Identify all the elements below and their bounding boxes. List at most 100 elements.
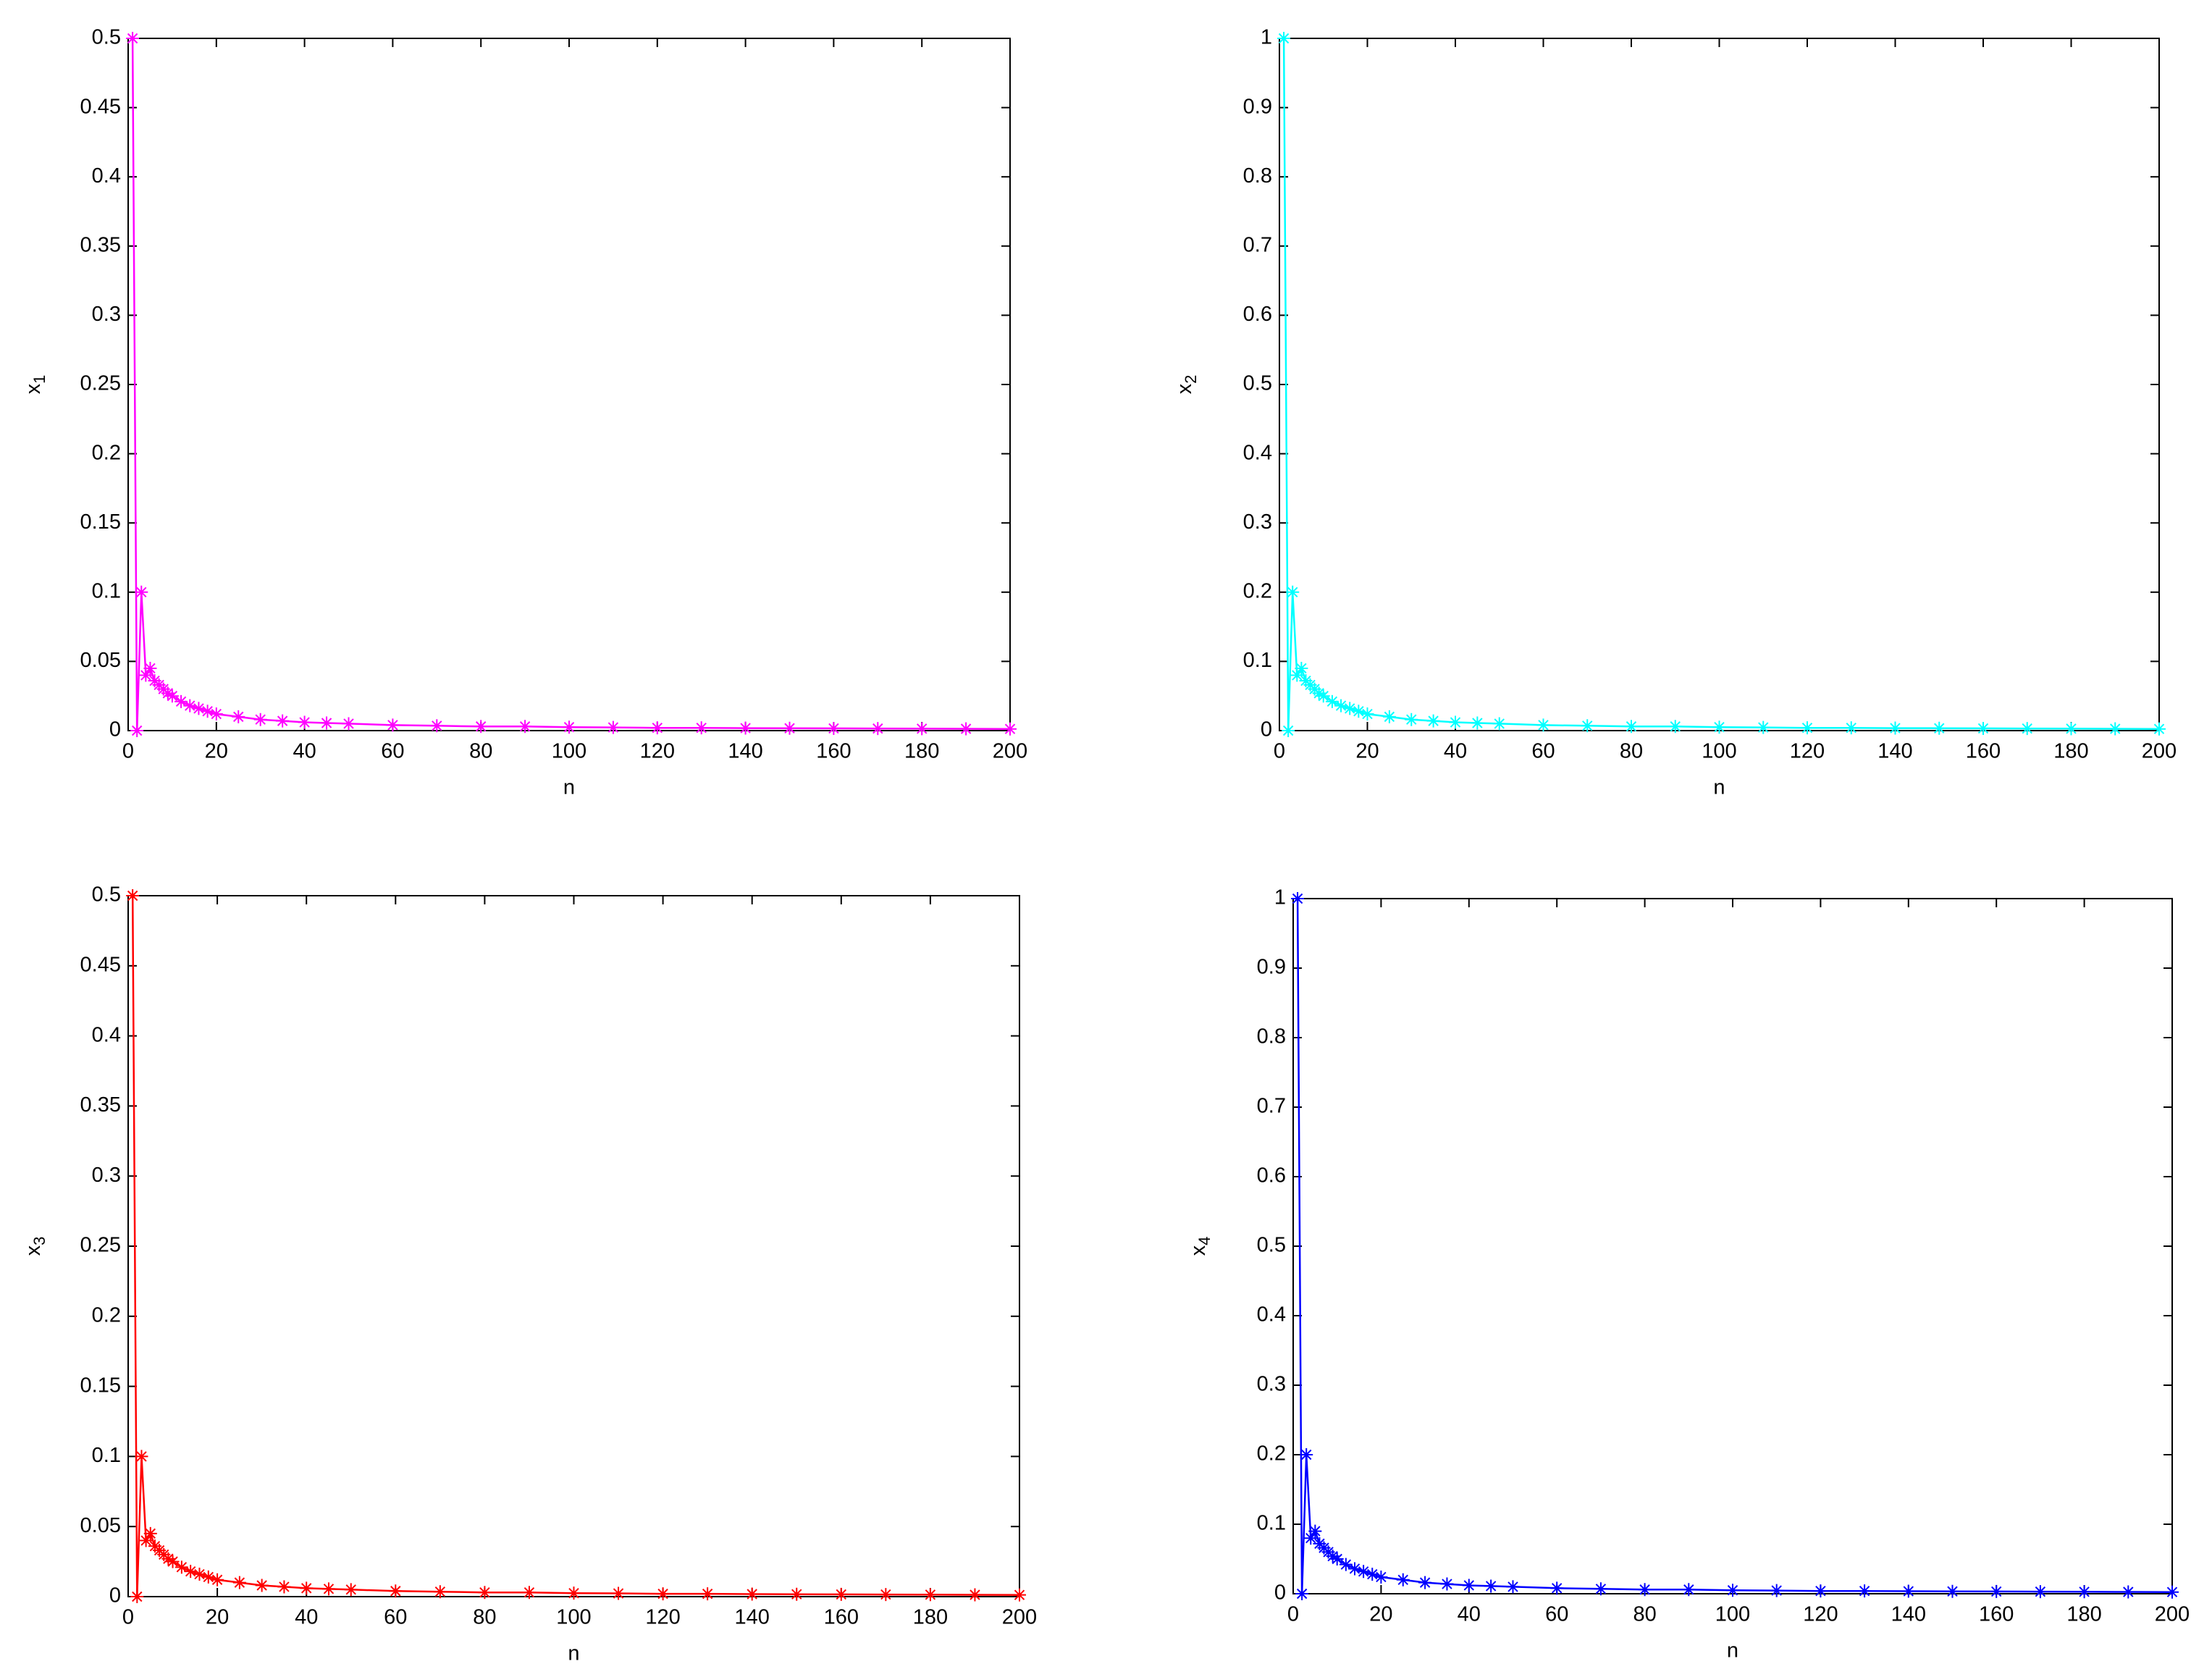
marker: [130, 1590, 144, 1603]
marker: [386, 718, 400, 732]
subplot: 0 20 40 60 80 100 120 140 160 180 200 0 0.1 0.2 0.3 0.4…: [1173, 26, 2177, 799]
axes-box: [127, 895, 1020, 1597]
x-axis-label: n: [568, 1642, 579, 1665]
x-tick-label: 200: [1002, 1606, 1037, 1629]
x-tick-label: 80: [469, 740, 492, 763]
marker: [1304, 1531, 1318, 1545]
marker: [1316, 689, 1330, 703]
x-tick-label: 120: [1790, 740, 1825, 763]
marker: [1396, 1573, 1410, 1586]
marker: [923, 1588, 937, 1602]
marker: [1901, 1584, 1915, 1598]
marker: [871, 722, 885, 736]
marker: [161, 1552, 175, 1565]
x-tick-label: 20: [1369, 1603, 1392, 1626]
y-tick-label: 0.1: [1243, 649, 1272, 672]
x-tick-label: 140: [1877, 740, 1912, 763]
marker: [298, 715, 311, 729]
marker: [1382, 710, 1396, 723]
x-tick-label: 40: [293, 740, 316, 763]
x-tick-label: 200: [2142, 740, 2177, 763]
x-tick-label: 200: [993, 740, 1027, 763]
marker: [1013, 1588, 1026, 1602]
x-tick-label: 160: [1966, 740, 2001, 763]
x-tick-label: 160: [824, 1606, 859, 1629]
y-tick-label: 0.15: [80, 1374, 121, 1397]
y-axis-label-subscript: 1: [30, 375, 49, 384]
marker: [1291, 892, 1305, 905]
x-tick-label: 0: [1274, 740, 1285, 763]
marker: [656, 1587, 670, 1601]
marker: [1366, 1568, 1379, 1581]
marker: [277, 1580, 291, 1594]
x-tick-label: 80: [473, 1606, 496, 1629]
marker: [1295, 661, 1308, 675]
y-tick-label: 0.35: [80, 233, 121, 256]
x-tick-label: 0: [1287, 1603, 1299, 1626]
y-tick-label: 0.4: [1243, 441, 1272, 464]
marker: [143, 1526, 157, 1540]
marker: [1594, 1582, 1607, 1596]
marker: [1484, 1579, 1498, 1593]
marker: [1946, 1584, 1959, 1598]
y-tick-label: 0.5: [92, 26, 121, 49]
marker: [1682, 1583, 1696, 1597]
y-tick-label: 0: [109, 718, 121, 741]
y-tick-label: 0.6: [1257, 1164, 1286, 1188]
marker: [389, 1584, 403, 1598]
x-tick-label: 160: [1979, 1603, 2014, 1626]
subplot: 0 20 40 60 80 100 120 140 160 180 200 0 0.1 0.2 0.3 0.4…: [1187, 886, 2190, 1663]
axes-box: [1279, 38, 2160, 731]
y-tick-label: 0.1: [92, 579, 121, 602]
x-tick-label: 180: [904, 740, 939, 763]
y-axis-label: x2: [1173, 375, 1200, 395]
marker: [522, 1586, 536, 1600]
marker: [2121, 1585, 2135, 1599]
y-tick-label: 0.6: [1243, 303, 1272, 326]
x-tick-label: 20: [206, 1606, 229, 1629]
marker: [1326, 1550, 1340, 1563]
marker: [1712, 720, 1726, 734]
marker: [166, 1555, 180, 1568]
marker: [183, 699, 197, 713]
marker: [1977, 721, 1990, 735]
x-tick-label: 160: [816, 740, 851, 763]
y-tick-label: 0.2: [92, 441, 121, 464]
marker: [1343, 702, 1357, 715]
marker: [174, 1560, 188, 1574]
y-axis-label-main: x: [1173, 383, 1196, 394]
marker: [433, 1585, 447, 1599]
marker: [1888, 721, 1902, 735]
marker: [1933, 721, 1946, 735]
y-tick-label: 0.9: [1243, 95, 1272, 118]
y-tick-label: 1: [1274, 886, 1286, 909]
marker: [1449, 715, 1462, 729]
marker: [1357, 1565, 1371, 1579]
y-tick-label: 0.25: [80, 1234, 121, 1257]
marker: [1757, 720, 1770, 734]
marker: [1325, 694, 1339, 708]
y-tick-label: 0.35: [80, 1093, 121, 1117]
marker: [209, 707, 223, 721]
x-tick-label: 20: [205, 740, 228, 763]
marker: [612, 1586, 626, 1600]
marker: [135, 1450, 148, 1463]
marker: [184, 1565, 198, 1579]
marker: [1506, 1580, 1520, 1594]
y-tick-label: 0.4: [92, 164, 121, 188]
axes-box: [1292, 898, 2173, 1594]
marker: [783, 721, 796, 735]
marker: [126, 32, 140, 45]
y-tick-label: 0.3: [1243, 510, 1272, 534]
x-tick-label: 20: [1355, 740, 1379, 763]
x-tick-label: 40: [1444, 740, 1467, 763]
marker: [1330, 1552, 1344, 1565]
marker: [1668, 720, 1682, 734]
marker: [968, 1588, 982, 1602]
x-tick-label: 180: [2053, 740, 2088, 763]
marker: [1581, 719, 1594, 733]
marker: [232, 1576, 246, 1589]
marker: [321, 1582, 335, 1596]
marker: [1308, 1524, 1322, 1538]
